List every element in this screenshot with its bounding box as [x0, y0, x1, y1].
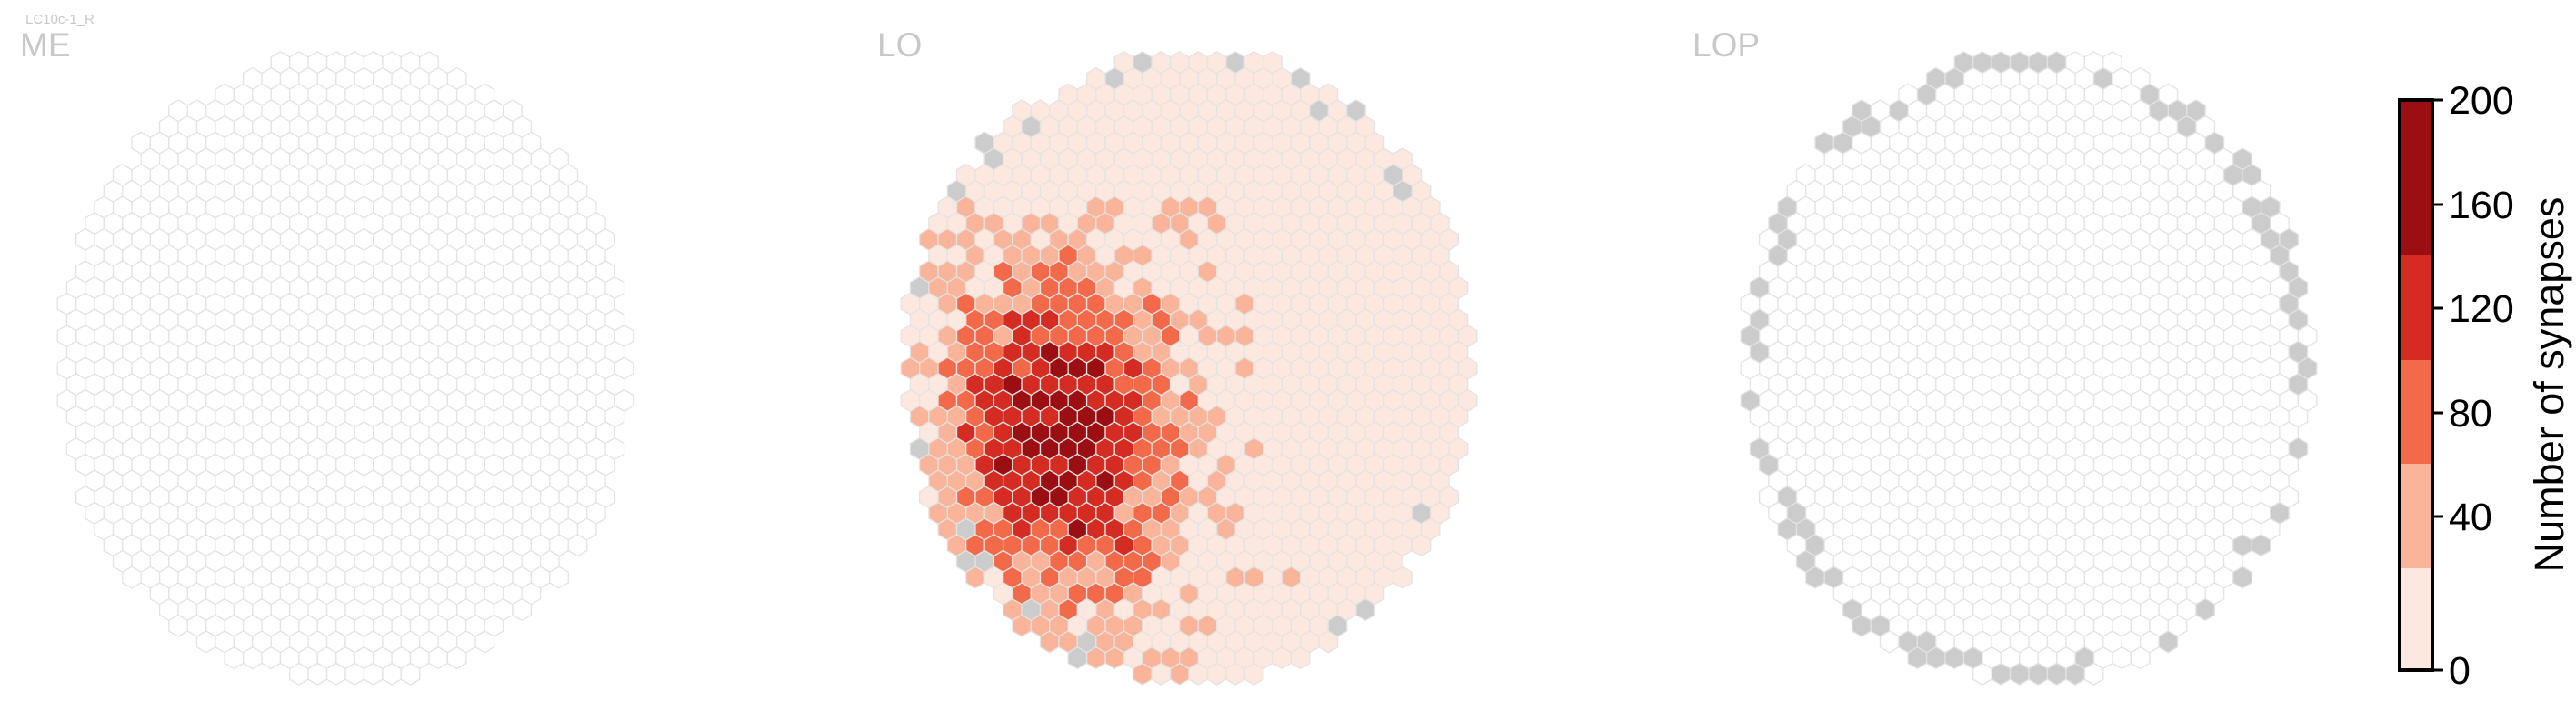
me-column-hex [261, 646, 282, 670]
lo-hex-grid [900, 51, 1478, 686]
lop-column-hex [1991, 662, 2012, 686]
me-column-hex [289, 662, 309, 686]
colorbar-bin-1 [2400, 464, 2432, 568]
me-column-hex [382, 662, 402, 686]
lop-column-hex [1879, 630, 1900, 654]
lop-column-hex [2251, 534, 2271, 557]
me-column-hex [224, 646, 245, 670]
colorbar-bin-3 [2400, 255, 2432, 360]
lop-panel-title: LOP [1692, 26, 1760, 64]
me-column-hex [242, 646, 263, 670]
lop-column-hex [2046, 662, 2067, 686]
me-column-hex [344, 662, 365, 686]
lop-column-hex [2028, 662, 2049, 686]
lop-column-hex [1972, 662, 1992, 686]
lop-column-hex [1925, 646, 1946, 670]
me-hex-grid [56, 51, 634, 686]
lo-column-hex [1206, 662, 1227, 686]
lop-column-hex [1944, 646, 1965, 670]
colorbar-bin-0 [2400, 568, 2432, 670]
lo-column-hex [1104, 646, 1125, 670]
me-column-hex [446, 646, 467, 670]
lo-panel: LO [877, 26, 1478, 686]
me-column-hex [325, 662, 346, 686]
lop-column-hex [2009, 662, 2030, 686]
me-column-hex [363, 662, 384, 686]
colorbar-tick-80: 80 [2449, 392, 2492, 436]
lo-column-hex [1151, 662, 1172, 686]
lo-column-hex [1188, 662, 1209, 686]
colorbar-tick-160: 160 [2449, 184, 2514, 227]
lo-column-hex [1169, 662, 1190, 686]
lo-column-hex [1012, 614, 1032, 637]
me-column-hex [567, 534, 588, 557]
me-column-hex [512, 597, 533, 622]
lop-column-hex [2065, 662, 2085, 686]
lop-column-hex [2130, 646, 2151, 670]
lop-column-hex [2083, 662, 2104, 686]
lo-column-hex [1290, 646, 1311, 670]
me-column-hex [474, 630, 495, 654]
me-column-hex [549, 566, 569, 589]
me-panel: ME [20, 26, 634, 686]
colorbar-frame [2398, 98, 2434, 672]
colorbar-bin-2 [2400, 360, 2432, 464]
lo-column-hex [965, 566, 985, 589]
lop-column-hex [1852, 614, 1872, 637]
colorbar-bin-4 [2400, 100, 2432, 255]
lo-column-hex [1393, 566, 1413, 589]
lo-panel-title: LO [877, 26, 922, 64]
lop-column-hex [2112, 646, 2132, 670]
me-column-hex [122, 566, 142, 589]
me-column-hex [400, 662, 421, 686]
lo-column-hex [1133, 662, 1153, 686]
lop-column-hex [1805, 566, 1825, 589]
figure-title: LC10c-1_R [25, 12, 95, 27]
lo-column-hex [1411, 534, 1432, 557]
colorbar-tick-40: 40 [2449, 496, 2492, 539]
lo-column-hex [1272, 646, 1293, 670]
lo-column-hex [1318, 630, 1339, 654]
lo-column-hex [1039, 630, 1060, 654]
colorbar-tick-0: 0 [2449, 649, 2471, 693]
colorbar-tick-120: 120 [2449, 287, 2514, 331]
me-column-hex [168, 614, 188, 637]
colorbar: 200 160 120 80 40 0 Number of synapses [2398, 79, 2572, 693]
lo-column-hex [1355, 597, 1376, 622]
me-column-hex [428, 646, 449, 670]
lo-column-hex [1243, 662, 1264, 686]
me-column-hex [307, 662, 328, 686]
lop-column-hex [2232, 566, 2252, 589]
me-column-hex [195, 630, 216, 654]
lo-column-hex [1085, 646, 1106, 670]
lop-column-hex [2158, 630, 2179, 654]
colorbar-tick-200: 200 [2449, 79, 2514, 123]
lop-panel: LOP [1692, 26, 2318, 686]
me-panel-title: ME [20, 26, 71, 64]
lop-column-hex [1907, 646, 1928, 670]
lo-column-hex [1067, 646, 1088, 670]
lop-column-hex [2195, 597, 2216, 622]
lo-column-hex [1225, 662, 1245, 686]
lop-hex-grid [1740, 51, 2318, 686]
colorbar-label: Number of synapses [2526, 197, 2572, 573]
